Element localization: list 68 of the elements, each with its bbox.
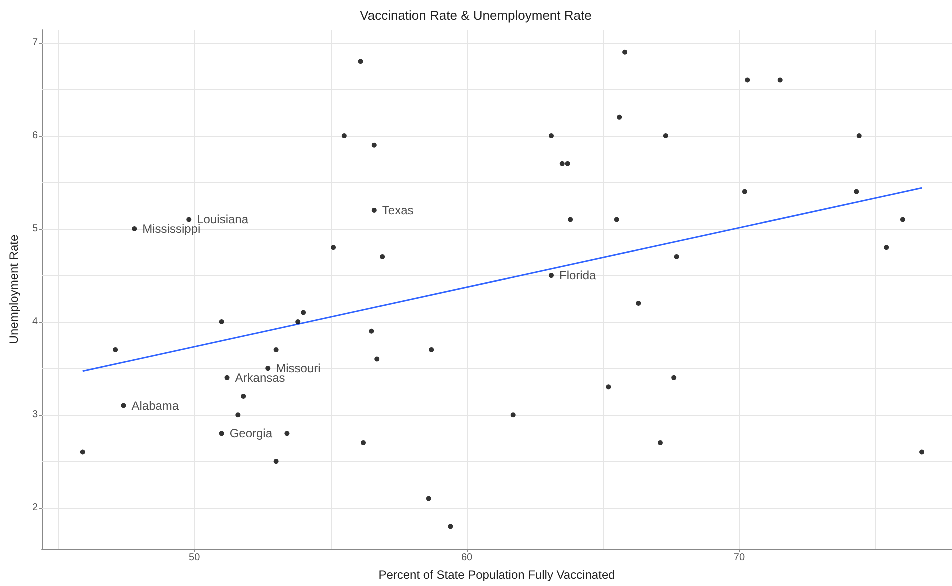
point [241, 394, 246, 399]
point [663, 134, 668, 139]
point [745, 78, 750, 83]
annotation: Texas [382, 203, 414, 218]
point [674, 254, 680, 260]
point [80, 450, 86, 455]
x-axis-title: Percent of State Population Fully Vaccinated [378, 568, 616, 582]
point [448, 524, 454, 530]
point [672, 375, 677, 380]
point [186, 217, 192, 222]
x-tick-label: 70 [734, 552, 746, 564]
point [636, 300, 642, 306]
point [380, 254, 386, 260]
point [236, 412, 241, 418]
point [606, 384, 612, 390]
point [617, 114, 622, 120]
point [884, 245, 890, 250]
annotation: Missouri [276, 362, 321, 376]
point [224, 375, 230, 380]
y-tick-label: 2 [32, 502, 38, 514]
point [900, 217, 906, 222]
point [622, 50, 628, 55]
annotation: Florida [559, 268, 596, 283]
point [331, 245, 336, 250]
x-tick-label: 60 [461, 552, 474, 564]
y-axis-title: Unemployment Rate [7, 234, 21, 344]
point [778, 78, 783, 83]
point [284, 431, 290, 436]
point [358, 59, 364, 64]
point [369, 328, 374, 334]
point [274, 347, 279, 352]
annotation: Georgia [230, 426, 273, 441]
point [565, 161, 570, 166]
point [568, 217, 574, 222]
y-tick-label: 7 [32, 38, 38, 49]
point [132, 226, 138, 232]
point [548, 273, 554, 278]
point [361, 440, 366, 446]
point [856, 134, 862, 139]
point [548, 134, 554, 139]
x-tick-label: 50 [189, 552, 201, 564]
point [658, 440, 663, 446]
point [274, 459, 279, 464]
chart-title: Vaccination Rate & Unemployment Rate [360, 8, 592, 23]
point [429, 347, 434, 352]
point [372, 142, 377, 148]
point [510, 412, 516, 418]
point [342, 134, 347, 139]
point [614, 217, 620, 222]
annotation: Alabama [132, 398, 180, 413]
point [219, 431, 224, 436]
point [742, 189, 748, 194]
point [560, 161, 565, 166]
point [854, 189, 860, 194]
point [301, 310, 306, 316]
y-tick-label: 6 [32, 130, 38, 142]
y-tick-label: 4 [32, 316, 38, 328]
point [219, 320, 224, 325]
point [374, 356, 380, 362]
point [266, 366, 271, 372]
y-tick-label: 5 [32, 224, 38, 235]
point [121, 403, 126, 408]
point [426, 496, 432, 502]
point [372, 208, 377, 213]
y-tick-label: 3 [32, 410, 38, 421]
point [296, 320, 301, 325]
point [113, 347, 118, 352]
point [920, 450, 925, 455]
